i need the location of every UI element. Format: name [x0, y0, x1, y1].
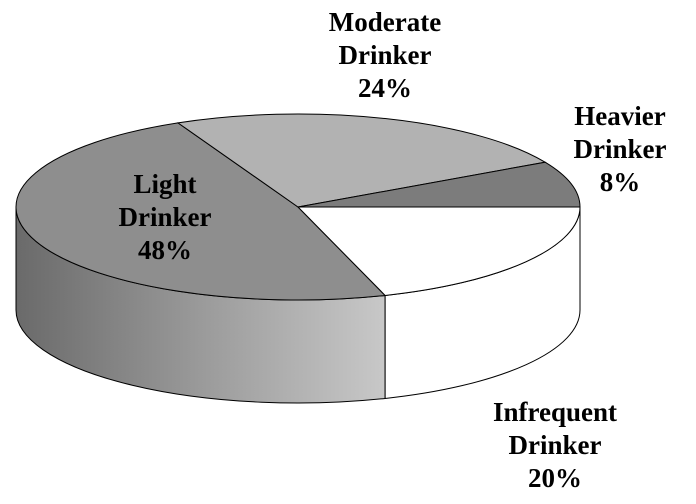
value-label: 48% [138, 235, 192, 265]
slice-label: Heavier Drinker 8% [550, 100, 690, 199]
category-label: Light Drinker [118, 169, 212, 232]
slice [176, 113, 547, 208]
value-label: 8% [599, 167, 641, 197]
slice-label: Moderate Drinker 24% [315, 6, 455, 105]
category-label: Heavier Drinker [573, 101, 667, 164]
slice [297, 161, 581, 208]
category-label: Moderate Drinker [328, 7, 442, 70]
slice-label: Light Drinker 48% [95, 168, 235, 267]
slice [296, 206, 581, 296]
slice-label: Infrequent Drinker 20% [485, 396, 625, 495]
category-label: Infrequent Drinker [492, 397, 618, 460]
value-label: 20% [528, 463, 582, 493]
slice [15, 122, 387, 301]
value-label: 24% [358, 73, 412, 103]
